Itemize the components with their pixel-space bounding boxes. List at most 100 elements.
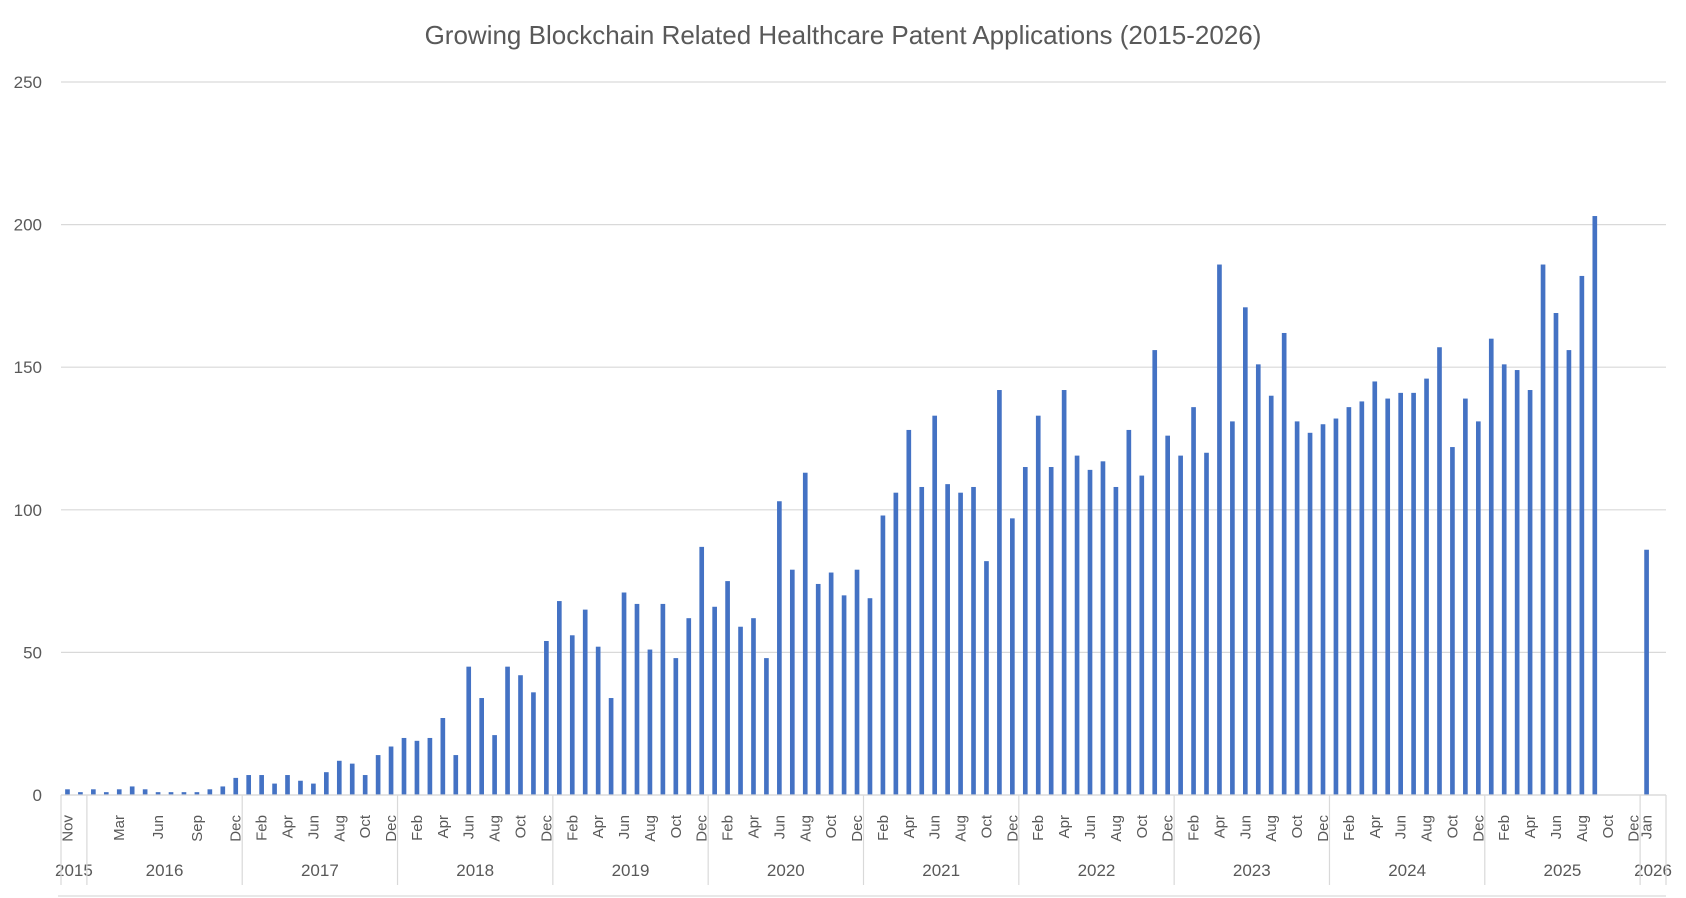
month-tick-label: Jun bbox=[927, 815, 944, 839]
bar bbox=[285, 775, 290, 795]
bar bbox=[1644, 549, 1649, 795]
bar bbox=[1333, 418, 1339, 795]
chart-title: Growing Blockchain Related Healthcare Pa… bbox=[425, 20, 1262, 50]
bar bbox=[854, 569, 860, 795]
bar bbox=[518, 675, 523, 795]
bar bbox=[699, 546, 705, 795]
bar bbox=[557, 601, 562, 795]
month-tick-label: Feb bbox=[1030, 815, 1047, 841]
bar bbox=[1204, 452, 1209, 795]
bar bbox=[1398, 392, 1403, 795]
month-tick-label: Oct bbox=[1444, 814, 1461, 838]
bar bbox=[841, 595, 847, 795]
month-tick-label: Apr bbox=[1056, 815, 1073, 838]
bar bbox=[815, 583, 821, 795]
bar bbox=[1126, 429, 1132, 795]
month-tick-label: Apr bbox=[280, 815, 297, 838]
bar bbox=[505, 666, 510, 795]
y-tick-label: 100 bbox=[14, 501, 42, 520]
bar bbox=[712, 606, 717, 795]
bar bbox=[660, 603, 666, 795]
bar bbox=[1411, 392, 1416, 795]
month-tick-label: Jun bbox=[1237, 815, 1254, 839]
bar bbox=[1255, 364, 1261, 795]
month-tick-label: Nov bbox=[59, 815, 76, 842]
month-tick-label: Jun bbox=[305, 815, 322, 839]
bar bbox=[828, 572, 834, 795]
bar bbox=[194, 792, 200, 795]
month-tick-label: Dec bbox=[1004, 815, 1021, 842]
month-tick-label: Aug bbox=[953, 815, 970, 842]
year-label: 2017 bbox=[301, 861, 339, 880]
bar bbox=[1385, 398, 1391, 795]
bar bbox=[1320, 424, 1326, 795]
bar bbox=[1463, 398, 1468, 795]
month-tick-label: Jun bbox=[1393, 815, 1410, 839]
bar bbox=[634, 603, 640, 795]
bar bbox=[1087, 469, 1093, 795]
bar bbox=[324, 772, 329, 795]
bar bbox=[1035, 415, 1041, 795]
bar bbox=[78, 792, 83, 795]
month-tick-label: Aug bbox=[331, 815, 348, 842]
bar bbox=[220, 786, 226, 795]
year-label: 2024 bbox=[1388, 861, 1426, 880]
bar bbox=[311, 783, 316, 795]
year-label: 2023 bbox=[1233, 861, 1271, 880]
month-tick-label: Dec bbox=[383, 815, 400, 842]
bar bbox=[1139, 475, 1145, 795]
month-tick-label: Oct bbox=[357, 814, 374, 838]
month-tick-label: Apr bbox=[901, 815, 918, 838]
month-tick-label: Jan bbox=[1639, 815, 1656, 839]
bar bbox=[893, 492, 899, 795]
bar bbox=[181, 792, 187, 795]
month-tick-label: Dec bbox=[538, 815, 555, 842]
bar bbox=[544, 640, 549, 795]
month-tick-label: Dec bbox=[1470, 815, 1487, 842]
month-tick-label: Mar bbox=[111, 815, 128, 841]
year-label: 2022 bbox=[1078, 861, 1116, 880]
bar bbox=[1553, 313, 1559, 795]
bar bbox=[932, 415, 938, 795]
year-label: 2020 bbox=[767, 861, 805, 880]
bar bbox=[401, 737, 407, 795]
bar bbox=[1372, 381, 1378, 795]
month-tick-label: Jun bbox=[1082, 815, 1099, 839]
month-tick-label: Feb bbox=[720, 815, 737, 841]
bar bbox=[1217, 264, 1222, 795]
month-tick-label: Feb bbox=[1186, 815, 1203, 841]
month-tick-label: Oct bbox=[1134, 814, 1151, 838]
month-tick-label: Dec bbox=[1626, 815, 1643, 842]
month-tick-label: Aug bbox=[1263, 815, 1280, 842]
month-tick-label: Jun bbox=[771, 815, 788, 839]
bar bbox=[1475, 421, 1481, 795]
bar bbox=[375, 755, 381, 795]
month-tick-label: Aug bbox=[642, 815, 659, 842]
bar bbox=[880, 515, 886, 795]
year-label: 2025 bbox=[1544, 861, 1582, 880]
bar bbox=[1230, 421, 1235, 795]
y-tick-label: 200 bbox=[14, 216, 42, 235]
y-tick-label: 250 bbox=[14, 73, 42, 92]
month-tick-label: Dec bbox=[849, 815, 866, 842]
bar bbox=[129, 786, 135, 795]
bar bbox=[362, 775, 368, 795]
bar bbox=[1450, 447, 1455, 795]
bar bbox=[1346, 407, 1352, 795]
month-tick-label: Jun bbox=[461, 815, 478, 839]
month-tick-label: Feb bbox=[254, 815, 271, 841]
month-tick-label: Apr bbox=[745, 815, 762, 838]
bar bbox=[802, 472, 808, 795]
bar bbox=[971, 486, 976, 795]
month-tick-label: Apr bbox=[1522, 815, 1539, 838]
year-label: 2016 bbox=[146, 861, 184, 880]
bar bbox=[1359, 401, 1365, 795]
bar bbox=[1579, 275, 1585, 795]
bar bbox=[1294, 421, 1300, 795]
bar bbox=[621, 592, 627, 795]
bar bbox=[1592, 216, 1598, 796]
bar bbox=[65, 789, 70, 795]
bar bbox=[777, 501, 782, 795]
bar bbox=[1540, 264, 1546, 795]
